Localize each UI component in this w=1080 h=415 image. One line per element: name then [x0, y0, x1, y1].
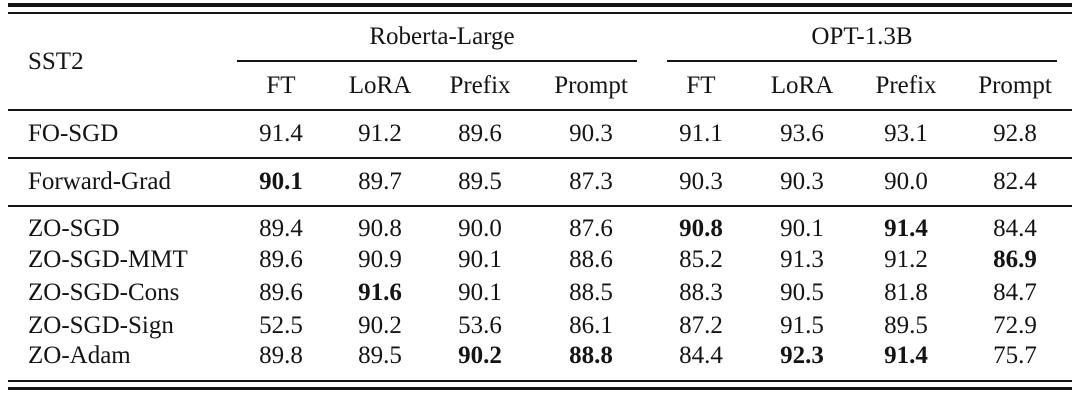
bottom-double-rule	[8, 380, 1072, 390]
top-rule-thin-line	[8, 12, 1072, 14]
value-cell: 87.3	[530, 158, 652, 207]
value-cell: 89.4	[259, 215, 303, 242]
method-label: ZO-SGD	[28, 215, 120, 242]
value-cell: 93.6	[750, 110, 854, 159]
dataset-label: SST2	[8, 14, 232, 111]
top-double-rule	[8, 3, 1072, 14]
value-cell: 75.7	[993, 342, 1037, 369]
value-cell: 89.5	[430, 158, 530, 207]
method-label: ZO-Adam	[28, 342, 131, 369]
group-header-row: SST2 Roberta-Large OPT-1.3B	[8, 14, 1072, 111]
value-cell: 91.1	[652, 110, 750, 159]
column-header-opt-prefix: Prefix	[854, 62, 958, 111]
section-zeroth-order: ZO-SGD 89.4 90.8 90.0 87.6 90.8 90.1 91.…	[8, 206, 1072, 380]
value-cell: 92.3	[780, 342, 824, 369]
value-cell: 93.1	[854, 110, 958, 159]
method-label: ZO-SGD-MMT	[28, 245, 188, 273]
value-cell: 89.7	[330, 158, 430, 207]
value-cell: 88.5	[569, 278, 613, 306]
value-cell: 90.8	[679, 215, 723, 242]
value-cell: 86.9	[993, 245, 1037, 273]
value-cell: 90.9	[358, 245, 402, 273]
group-header-opt-1-3b: OPT-1.3B	[652, 14, 1072, 62]
value-cell: 89.6	[430, 110, 530, 159]
value-cell: 91.3	[780, 245, 824, 273]
value-cell: 90.1	[458, 278, 502, 306]
value-cell: 89.5	[884, 311, 928, 339]
value-cell: 90.3	[750, 158, 854, 207]
roberta-group-rule	[237, 60, 637, 62]
method-label: FO-SGD	[8, 110, 232, 159]
method-label: ZO-SGD-Cons	[28, 278, 180, 306]
value-cell: 82.4	[958, 158, 1072, 207]
bottom-rule-thin-line	[8, 380, 1072, 382]
column-header-roberta-lora: LoRA	[330, 62, 430, 111]
value-cell: 89.8	[259, 342, 303, 369]
value-cell: 88.6	[569, 245, 613, 273]
value-cell: 72.9	[993, 311, 1037, 339]
value-cell: 90.3	[530, 110, 652, 159]
column-header-opt-prompt: Prompt	[958, 62, 1072, 111]
value-cell: 91.6	[358, 278, 402, 306]
value-cell: 86.1	[569, 311, 613, 339]
row-fo-sgd: FO-SGD 91.4 91.2 89.6 90.3 91.1 93.6 93.…	[8, 110, 1072, 159]
column-header-roberta-prefix: Prefix	[430, 62, 530, 111]
value-cell: 90.3	[652, 158, 750, 207]
value-cell: 84.7	[993, 278, 1037, 306]
results-table: SST2 Roberta-Large OPT-1.3B FT LoRA Pref…	[8, 14, 1072, 380]
section-first-order: FO-SGD 91.4 91.2 89.6 90.3 91.1 93.6 93.…	[8, 110, 1072, 159]
value-cell: 91.4	[884, 215, 928, 242]
value-cell: 91.4	[232, 110, 330, 159]
row-zo-sgd: ZO-SGD 89.4 90.8 90.0 87.6 90.8 90.1 91.…	[8, 206, 1072, 243]
bottom-rule-thick-line	[8, 387, 1072, 390]
value-cell: 89.6	[259, 278, 303, 306]
row-zo-sgd-sign: ZO-SGD-Sign 52.5 90.2 53.6 86.1 87.2 91.…	[8, 309, 1072, 342]
column-header-roberta-ft: FT	[232, 62, 330, 111]
method-label: ZO-SGD-Sign	[28, 311, 174, 339]
value-cell: 91.2	[884, 245, 928, 273]
value-cell: 92.8	[958, 110, 1072, 159]
table-header: SST2 Roberta-Large OPT-1.3B FT LoRA Pref…	[8, 14, 1072, 111]
value-cell: 84.4	[993, 215, 1037, 242]
value-cell: 91.5	[780, 311, 824, 339]
value-cell: 89.5	[358, 342, 402, 369]
row-forward-grad: Forward-Grad 90.1 89.7 89.5 87.3 90.3 90…	[8, 158, 1072, 207]
top-rule-thick-line	[8, 3, 1072, 7]
row-zo-adam: ZO-Adam 89.8 89.5 90.2 88.8 84.4 92.3 91…	[8, 342, 1072, 380]
value-cell: 90.0	[458, 215, 502, 242]
group-header-roberta-large: Roberta-Large	[232, 14, 652, 62]
value-cell: 90.2	[458, 342, 502, 369]
value-cell: 90.2	[358, 311, 402, 339]
value-cell: 85.2	[679, 245, 723, 273]
value-cell: 52.5	[259, 311, 303, 339]
value-cell: 90.5	[780, 278, 824, 306]
opt-group-rule	[667, 60, 1057, 62]
method-label: Forward-Grad	[8, 158, 232, 207]
value-cell: 87.6	[569, 215, 613, 242]
column-header-opt-ft: FT	[652, 62, 750, 111]
value-cell: 90.8	[358, 215, 402, 242]
row-zo-sgd-cons: ZO-SGD-Cons 89.6 91.6 90.1 88.5 88.3 90.…	[8, 276, 1072, 309]
value-cell: 90.0	[854, 158, 958, 207]
value-cell: 81.8	[884, 278, 928, 306]
value-cell: 84.4	[679, 342, 723, 369]
value-cell: 53.6	[458, 311, 502, 339]
value-cell: 91.4	[884, 342, 928, 369]
section-forward-grad: Forward-Grad 90.1 89.7 89.5 87.3 90.3 90…	[8, 158, 1072, 207]
paper-table-sheet: SST2 Roberta-Large OPT-1.3B FT LoRA Pref…	[8, 3, 1072, 390]
group-label-roberta-large: Roberta-Large	[369, 23, 515, 50]
value-cell: 87.2	[679, 311, 723, 339]
subheader-row: FT LoRA Prefix Prompt FT LoRA Prefix Pro…	[8, 62, 1072, 111]
row-zo-sgd-mmt: ZO-SGD-MMT 89.6 90.9 90.1 88.6 85.2 91.3…	[8, 243, 1072, 276]
value-cell: 88.3	[679, 278, 723, 306]
value-cell: 89.6	[259, 245, 303, 273]
column-header-roberta-prompt: Prompt	[530, 62, 652, 111]
column-header-opt-lora: LoRA	[750, 62, 854, 111]
value-cell: 90.1	[232, 158, 330, 207]
value-cell: 91.2	[330, 110, 430, 159]
value-cell: 88.8	[569, 342, 613, 369]
value-cell: 90.1	[780, 215, 824, 242]
group-label-opt-1-3b: OPT-1.3B	[811, 23, 913, 50]
value-cell: 90.1	[458, 245, 502, 273]
